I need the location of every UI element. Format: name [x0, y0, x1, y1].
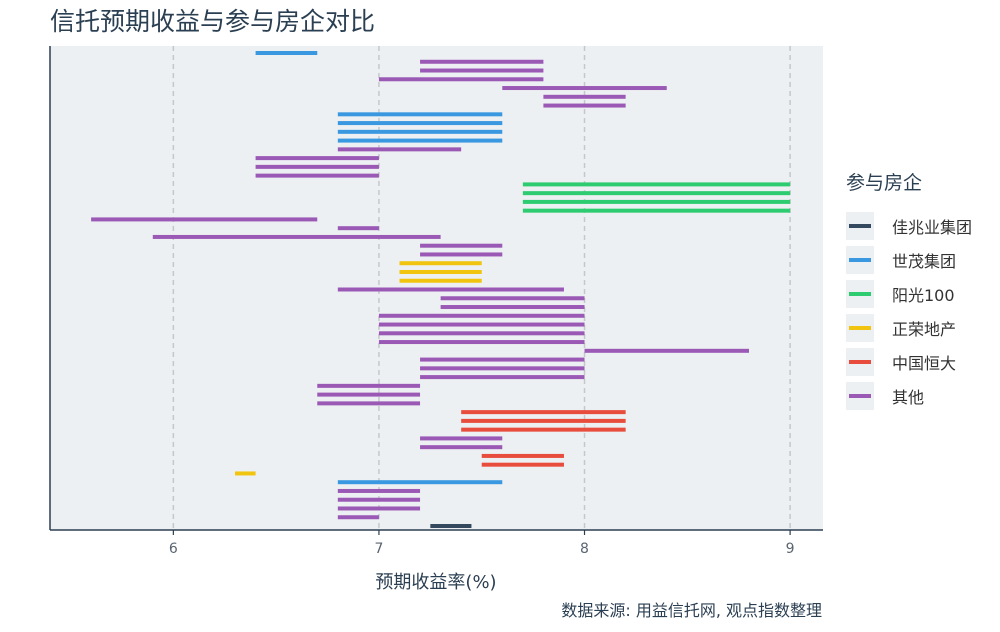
- legend-title: 参与房企: [846, 172, 923, 194]
- bar-segment: [255, 173, 379, 178]
- bar-segment: [378, 331, 585, 336]
- x-tick-label-6: 6: [169, 541, 178, 557]
- legend: 参与房企 佳兆业集团世茂集团阳光100 正荣地产中国恒大其他: [846, 168, 972, 413]
- bar-segment: [317, 383, 421, 388]
- bar-segment: [337, 488, 421, 493]
- bar-segment: [522, 208, 791, 213]
- bar-segment: [420, 243, 503, 248]
- bar-segment: [255, 156, 379, 161]
- bar-segment: [235, 471, 256, 476]
- legend-swatch: [849, 360, 871, 364]
- bar-segment: [91, 217, 318, 222]
- bar-segment: [543, 103, 626, 108]
- legend-key: [846, 314, 874, 342]
- legend-label: 正荣地产: [892, 320, 957, 339]
- bar-segment: [543, 94, 626, 99]
- bar-segment: [399, 278, 482, 283]
- bar-segment: [337, 480, 503, 485]
- bar-segment: [481, 453, 564, 458]
- bar-segment: [317, 401, 421, 406]
- bar-segment: [420, 252, 503, 257]
- bar-segment: [420, 436, 503, 441]
- legend-key: [846, 246, 874, 274]
- bar-segment: [584, 348, 749, 353]
- bar-segment: [378, 313, 585, 318]
- bar-segment: [522, 199, 791, 204]
- legend-label: 中国恒大: [892, 354, 957, 373]
- x-tick-label-8: 8: [580, 541, 589, 557]
- legend-swatch: [849, 292, 871, 296]
- legend-swatch: [849, 394, 871, 398]
- bar-segment: [337, 112, 503, 117]
- bar-segment: [461, 418, 626, 423]
- bar-segment: [152, 234, 441, 239]
- bar-segment: [420, 366, 585, 371]
- x-tick-label-9: 9: [786, 541, 795, 557]
- bar-segment: [461, 410, 626, 415]
- bar-segment: [420, 68, 544, 73]
- bar-segment: [255, 51, 318, 55]
- legend-key: [846, 212, 874, 240]
- legend-swatch: [849, 224, 871, 228]
- bar-segment: [337, 506, 421, 511]
- x-tick-labels: 6 7 8 9: [169, 530, 795, 557]
- bar-segment: [378, 322, 585, 327]
- bar-segment: [481, 462, 564, 467]
- bar-segment: [337, 129, 503, 134]
- legend-items: 佳兆业集团世茂集团阳光100 正荣地产中国恒大其他: [846, 209, 972, 413]
- legend-item: 中国恒大: [846, 345, 972, 379]
- legend-label: 其他: [892, 388, 925, 407]
- chart-caption: 数据来源: 用益信托网, 观点指数整理: [561, 601, 822, 620]
- bar-segment: [420, 375, 585, 380]
- bar-segment: [440, 296, 585, 301]
- bar-segment: [337, 121, 503, 126]
- bar-segment: [420, 445, 503, 450]
- legend-key: [846, 348, 874, 376]
- legend-key: [846, 382, 874, 410]
- legend-label: 世茂集团: [892, 252, 957, 271]
- bar-segment: [337, 287, 564, 292]
- bar-segment: [522, 182, 791, 187]
- bar-segment: [337, 515, 379, 520]
- bar-segment: [461, 427, 626, 432]
- bar-segment: [420, 59, 544, 64]
- bar-segment: [337, 497, 421, 502]
- legend-item: 佳兆业集团: [846, 209, 972, 243]
- bar-segment: [440, 305, 585, 310]
- bar-segment: [378, 340, 585, 345]
- bar-segment: [399, 269, 482, 274]
- x-axis-label: 预期收益率(%): [375, 572, 497, 593]
- bar-segment: [399, 261, 482, 266]
- bar-segment: [522, 191, 791, 196]
- chart-title: 信托预期收益与参与房企对比: [50, 7, 376, 36]
- legend-item: 世茂集团: [846, 243, 972, 277]
- legend-item: 阳光100: [846, 277, 972, 311]
- bar-segment: [337, 226, 379, 231]
- bar-segment: [420, 357, 585, 362]
- legend-swatch: [849, 326, 871, 330]
- bar-segment: [430, 524, 472, 528]
- bar-segments: [91, 51, 791, 528]
- legend-item: 正荣地产: [846, 311, 972, 345]
- bar-segment: [337, 147, 462, 152]
- bar-segment: [317, 392, 421, 397]
- legend-item: 其他: [846, 379, 972, 413]
- legend-label: 佳兆业集团: [892, 218, 973, 237]
- x-tick-label-7: 7: [374, 541, 383, 557]
- legend-key: [846, 280, 874, 308]
- bar-segment: [255, 164, 379, 169]
- legend-label: 阳光100: [892, 286, 955, 305]
- bar-segment: [337, 138, 503, 143]
- legend-swatch: [849, 258, 871, 262]
- bar-segment: [378, 77, 544, 82]
- bar-segment: [502, 86, 667, 91]
